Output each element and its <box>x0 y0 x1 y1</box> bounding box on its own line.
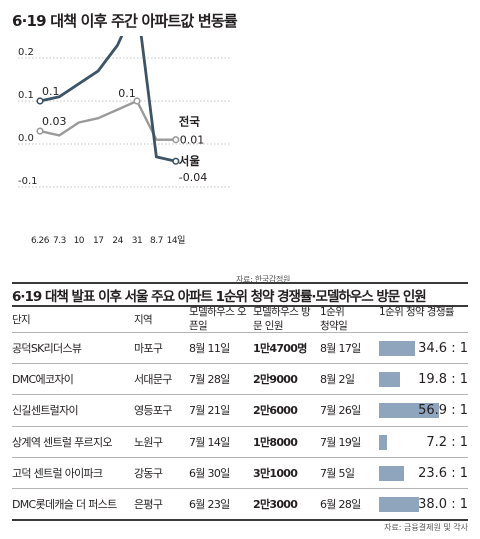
line-chart-source: 자료: 한국감정원 <box>236 275 291 284</box>
x-tick-label: 14일 <box>167 235 185 246</box>
cell-ratio: 38.0 : 1 <box>418 497 468 512</box>
cell-ratio: 56.9 : 1 <box>418 403 468 419</box>
cell-sub-date: 8월 17일 <box>320 342 361 355</box>
cell-ratio: 7.2 : 1 <box>426 434 468 450</box>
cell-ratio: 23.6 : 1 <box>418 465 468 481</box>
x-tick-label: 31 <box>132 236 142 246</box>
y-tick-label: 0.0 <box>18 133 34 144</box>
cell-open-date: 6월 23일 <box>189 498 230 511</box>
cell-district: 서대문구 <box>134 373 172 387</box>
ratio-bar <box>379 372 400 388</box>
header-sub-date: 1순위 청약일 <box>320 306 348 332</box>
cell-apt-name: 공덕SK리더스뷰 <box>12 342 82 355</box>
cell-apt-name: DMC롯데캐슬 더 퍼스트 <box>12 498 117 511</box>
cell-district: 강동구 <box>134 466 163 480</box>
cell-visitors: 1만4700명 <box>253 342 307 355</box>
cell-sub-date: 8월 2일 <box>320 373 355 387</box>
table-bottom-rule <box>12 519 468 521</box>
line-chart-title: 6·19 대책 이후 주간 아파트값 변동률 <box>12 12 238 30</box>
x-tick-label: 10 <box>74 236 85 246</box>
header-ratio: 1순위 청약 경쟁률 <box>379 306 455 318</box>
y-tick-label: -0.1 <box>18 176 38 187</box>
table-row: DMC에코자이 서대문구 7월 28일 2만9000 8월 2일 19.8 : 1 <box>12 363 468 395</box>
cell-open-date: 8월 11일 <box>189 342 230 355</box>
data-point <box>172 136 180 144</box>
cell-sub-date: 7월 5일 <box>320 466 355 480</box>
cell-district: 노원구 <box>134 435 163 449</box>
cell-open-date: 7월 21일 <box>189 404 230 418</box>
cell-ratio: 34.6 : 1 <box>418 341 468 356</box>
cell-apt-name: 상계역 센트럴 푸르지오 <box>12 435 112 449</box>
cell-sub-date: 7월 19일 <box>320 435 361 449</box>
series-line-seoul <box>39 36 177 163</box>
data-label: -0.04 <box>179 171 207 184</box>
cell-open-date: 6월 30일 <box>189 466 230 480</box>
table-row: DMC롯데캐슬 더 퍼스트 은평구 6월 23일 2만3000 6월 28일 38.0 :… <box>12 488 468 520</box>
data-label: 0.01 <box>180 134 205 147</box>
table-source: 자료: 금융결제원 및 각사 <box>384 523 468 532</box>
y-tick-label: 0.1 <box>18 90 34 101</box>
data-label: 0.03 <box>42 115 67 128</box>
cell-visitors: 1만8000 <box>253 435 298 449</box>
cell-apt-name: DMC에코자이 <box>12 373 74 387</box>
header-apt: 단지 <box>12 314 31 326</box>
cell-open-date: 7월 28일 <box>189 373 230 387</box>
table-row: 고덕 센트럴 아이파크 강동구 6월 30일 3만1000 7월 5일 23.6 : 1 <box>12 456 468 489</box>
cell-open-date: 7월 14일 <box>189 435 230 449</box>
table-row: 상계역 센트럴 푸르지오 노원구 7월 14일 1만8000 7월 19일 7.2 : 1 <box>12 425 468 458</box>
ratio-bar <box>379 403 439 419</box>
header-open-date: 모델하우스 오픈일 <box>189 306 247 332</box>
cell-ratio: 19.8 : 1 <box>418 372 468 388</box>
data-point <box>36 97 44 105</box>
table-row: 신길센트럴자이 영등포구 7월 21일 2만6000 7월 26일 56.9 : 1 <box>12 394 468 426</box>
cell-visitors: 3만1000 <box>253 466 298 480</box>
cell-visitors: 2만3000 <box>253 498 298 511</box>
series-label-seoul: 서울 <box>179 154 201 168</box>
ratio-bar <box>379 465 404 481</box>
header-visitors: 모델하우스 방문 인원 <box>253 306 311 332</box>
cell-district: 은평구 <box>134 498 163 511</box>
table-top-rule <box>12 305 468 307</box>
x-tick-label: 6.26 <box>31 236 50 246</box>
table-title: 6·19 대책 발표 이후 서울 주요 아파트 1순위 청약 경쟁률·모델하우스… <box>12 289 427 305</box>
header-district: 지역 <box>134 314 153 326</box>
cell-sub-date: 7월 26일 <box>320 404 361 418</box>
data-point <box>172 157 180 165</box>
series-label-national: 전국 <box>179 115 201 129</box>
cell-visitors: 2만9000 <box>253 373 298 387</box>
data-point <box>36 127 44 135</box>
x-tick-label: 8.7 <box>150 236 163 246</box>
cell-district: 마포구 <box>134 342 163 355</box>
cell-apt-name: 신길센트럴자이 <box>12 404 79 418</box>
table-row: 공덕SK리더스뷰 마포구 8월 11일 1만4700명 8월 17일 34.6 : 1 <box>12 332 468 364</box>
data-label: 0.1 <box>118 87 136 100</box>
ratio-bar <box>379 341 416 356</box>
x-tick-label: 24 <box>112 236 123 246</box>
ratio-bar <box>379 497 420 512</box>
y-tick-label: 0.2 <box>18 47 34 58</box>
data-label: 0.1 <box>42 85 60 98</box>
data-point <box>133 97 141 105</box>
ratio-bar <box>379 434 387 450</box>
cell-sub-date: 6월 28일 <box>320 498 361 511</box>
cell-district: 영등포구 <box>134 404 172 418</box>
x-tick-label: 17 <box>93 236 103 246</box>
cell-apt-name: 고덕 센트럴 아이파크 <box>12 466 103 480</box>
x-tick-label: 7.3 <box>53 236 66 246</box>
line-chart: 0.3%0.20.10.0-0.1 6.267.3101724318.714일 … <box>18 36 230 246</box>
section-divider <box>12 282 468 284</box>
cell-visitors: 2만6000 <box>253 404 298 418</box>
